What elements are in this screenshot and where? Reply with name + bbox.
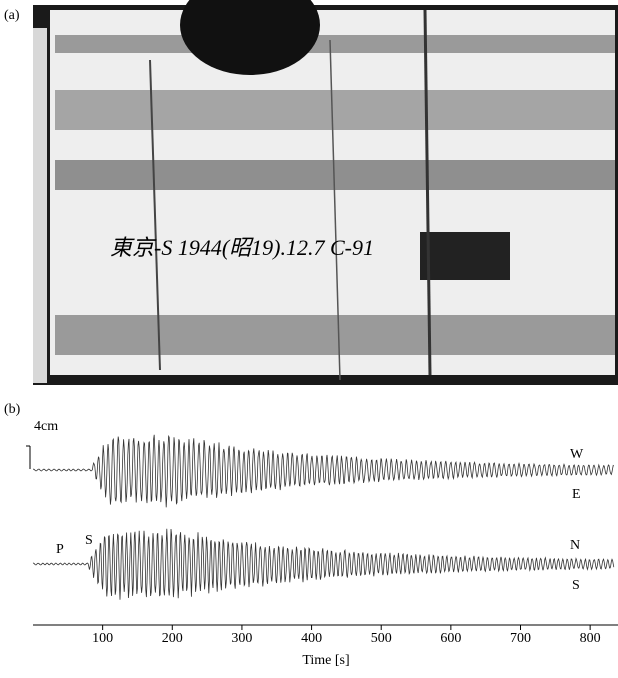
x-tick-label: 700 (510, 631, 531, 646)
x-axis-label: Time [s] (302, 653, 349, 668)
waveform (33, 434, 615, 508)
x-tick-label: 400 (301, 631, 322, 646)
x-tick-label: 600 (440, 631, 461, 646)
seismogram-photo (33, 0, 618, 385)
scale-label: 4cm (34, 419, 58, 434)
panel-label: (b) (4, 402, 21, 417)
trace-label: N (570, 538, 580, 553)
trace-label: W (570, 447, 584, 462)
phase-label: P (56, 542, 64, 557)
x-tick-label: 100 (92, 631, 113, 646)
trace-label: E (572, 487, 581, 502)
handwritten-annotation: 東京-S 1944(昭19).12.7 C-91 (110, 235, 374, 260)
phase-label: S (85, 533, 93, 548)
x-tick-label: 200 (162, 631, 183, 646)
x-tick-label: 500 (371, 631, 392, 646)
x-tick-label: 800 (580, 631, 601, 646)
x-tick-label: 300 (231, 631, 252, 646)
scale-bar (26, 445, 31, 469)
trace-label: S (572, 578, 580, 593)
waveform (32, 528, 615, 600)
panel-label: (a) (4, 8, 20, 23)
